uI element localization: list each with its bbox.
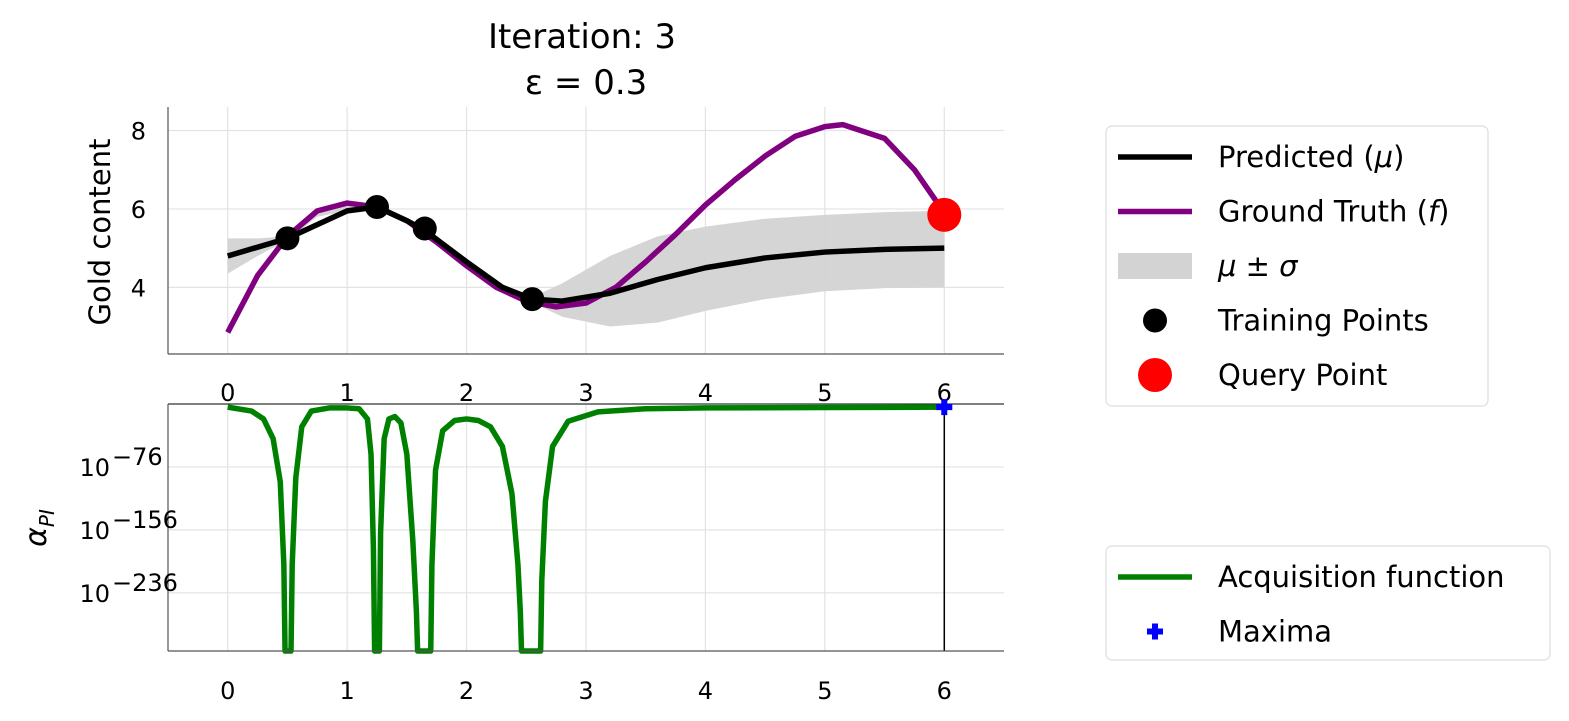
bottom-y-tick-label: 10 [79, 580, 110, 608]
legend-bottom: Acquisition function Maxima [1105, 545, 1551, 661]
legend-label-text: Ground Truth ( [1218, 195, 1428, 229]
bottom-x-tick-label: 1 [340, 677, 355, 705]
top-y-tick-label: 4 [131, 274, 146, 302]
legend-label: Ground Truth (f) [1218, 195, 1449, 229]
top-x-tick-label: 3 [578, 379, 593, 407]
bottom-y-tick-label: 10 [79, 454, 110, 482]
bottom-x-tick-label: 5 [817, 677, 832, 705]
legend-label-tail: ) [1438, 195, 1449, 229]
legend-training-swatch [1143, 308, 1167, 333]
legend-label-text: Training Points [1217, 304, 1429, 338]
chart-subtitle: ε = 0.3 [525, 63, 648, 103]
legend-label-text: Maxima [1218, 615, 1332, 649]
legend-label-text: Acquisition function [1218, 560, 1505, 594]
legend-band-swatch [1118, 253, 1192, 279]
legend-maxima-swatch [1147, 623, 1163, 640]
top-x-tick-label: 1 [340, 379, 355, 407]
legend-label-italic: μ [1374, 140, 1393, 174]
bottom-x-tick-label: 3 [578, 677, 593, 705]
query-point [927, 197, 962, 232]
training-point [520, 287, 545, 312]
legend-frame [1105, 125, 1489, 407]
uncertainty-band [227, 204, 945, 327]
training-point [275, 226, 300, 251]
bottom-y-axis-label-sub: PI [35, 509, 59, 527]
ground-truth-line [225, 121, 947, 334]
top-x-tick-label: 0 [220, 379, 235, 407]
bottom-y-tick-exponent: −236 [112, 569, 178, 597]
bottom-y-tick-exponent: −156 [112, 506, 178, 534]
top-x-tick-label: 6 [937, 379, 952, 407]
legend-label: Query Point [1218, 358, 1387, 392]
legend-query-swatch [1138, 358, 1172, 392]
bottom-y-tick-exponent: −76 [112, 443, 163, 471]
top-plot: 0 1 2 3 4 5 6 4 6 8 [131, 107, 1004, 407]
top-y-tick-label: 8 [131, 118, 146, 146]
training-point [412, 216, 437, 241]
top-x-tick-label: 4 [698, 379, 713, 407]
legend-label-tail: ) [1393, 140, 1404, 174]
chart-title: Iteration: 3 [488, 17, 676, 57]
top-x-tick-label: 2 [459, 379, 474, 407]
legend-label: Acquisition function [1218, 560, 1505, 594]
legend-label-text: Predicted ( [1218, 140, 1375, 174]
top-x-tick-label: 5 [817, 379, 832, 407]
legend-label: μ ± σ [1217, 249, 1299, 283]
legend-label: Predicted (μ) [1218, 140, 1404, 174]
bottom-x-tick-label: 4 [698, 677, 713, 705]
legend-label-italic: μ ± σ [1217, 249, 1299, 283]
bottom-y-axis-label-main: α [19, 527, 54, 547]
bottom-x-tick-label: 0 [220, 677, 235, 705]
acquisition-line [227, 404, 945, 654]
legend-label: Training Points [1217, 304, 1429, 338]
bottom-x-tick-label: 2 [459, 677, 474, 705]
bottom-x-tick-label: 6 [937, 677, 952, 705]
training-point [365, 194, 389, 219]
top-y-axis-label: Gold content [83, 139, 117, 326]
bottom-y-tick-label: 10 [79, 517, 110, 545]
legend-label-text: Query Point [1218, 358, 1387, 392]
top-y-tick-label: 6 [131, 196, 146, 224]
bottom-y-axis-label: αPI [19, 509, 59, 547]
legend-frame [1105, 545, 1551, 661]
maxima-marker [936, 399, 953, 416]
legend-top: Predicted (μ)Ground Truth (f)μ ± σTraini… [1105, 125, 1489, 407]
legend-label: Maxima [1218, 615, 1332, 649]
